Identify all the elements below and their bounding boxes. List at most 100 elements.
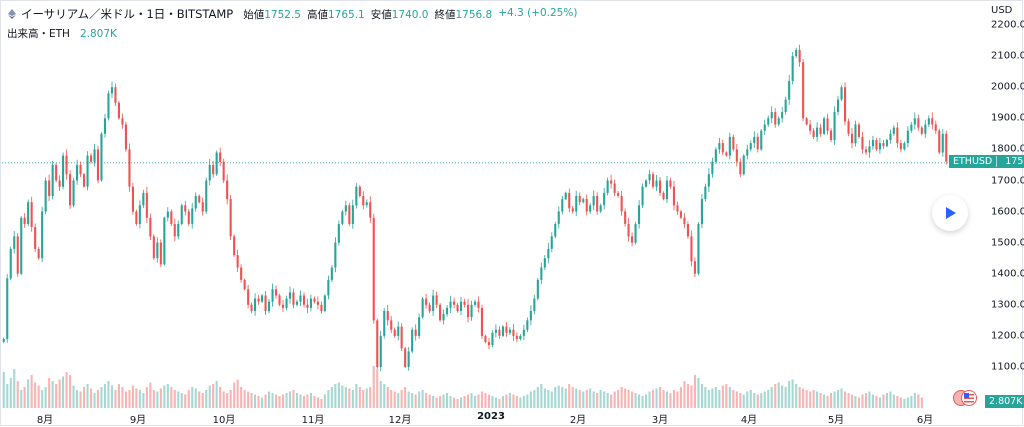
volume-bar bbox=[753, 393, 756, 408]
volume-bar bbox=[665, 391, 668, 408]
candle-body bbox=[749, 143, 752, 150]
candle-body bbox=[477, 301, 480, 308]
candle-body bbox=[554, 224, 557, 237]
volume-bar bbox=[617, 390, 620, 408]
candle-body bbox=[683, 217, 686, 224]
candle-body bbox=[96, 149, 99, 181]
price-tick: 1500.0 bbox=[991, 237, 1024, 249]
volume-bar bbox=[868, 391, 871, 408]
candle-body bbox=[212, 164, 215, 175]
volume-bar bbox=[62, 376, 65, 408]
candle-body bbox=[16, 236, 19, 274]
candle-body bbox=[648, 174, 651, 181]
volume-bar bbox=[892, 394, 895, 408]
candle-body bbox=[645, 180, 648, 187]
time-tick: 2月 bbox=[569, 415, 587, 426]
candle-body bbox=[540, 267, 543, 280]
candle-body bbox=[854, 124, 857, 144]
volume-bar bbox=[421, 390, 424, 408]
volume-bar bbox=[13, 369, 16, 408]
candle-body bbox=[124, 124, 127, 150]
volume-bar bbox=[194, 388, 197, 408]
candle-body bbox=[229, 199, 232, 237]
candle-body bbox=[568, 192, 571, 209]
candle-body bbox=[547, 248, 550, 259]
volume-bar bbox=[627, 390, 630, 408]
currency-label[interactable]: USD bbox=[991, 5, 1013, 16]
candle-body bbox=[170, 211, 173, 224]
volume-bar bbox=[739, 393, 742, 408]
candle-body bbox=[714, 149, 717, 162]
volume-bar bbox=[177, 391, 180, 408]
volume-bar bbox=[540, 384, 543, 408]
volume-bar bbox=[742, 394, 745, 408]
volume-bar bbox=[299, 394, 302, 408]
candle-body bbox=[920, 127, 923, 134]
volume-bar bbox=[44, 387, 47, 408]
volume-bar bbox=[515, 396, 518, 408]
symbol-title[interactable]: イーサリアム／米ドル・1日・BITSTAMP bbox=[21, 7, 234, 21]
candle-body bbox=[271, 289, 274, 302]
candle-body bbox=[198, 196, 201, 203]
replay-play-button[interactable] bbox=[932, 195, 968, 231]
volume-bar bbox=[327, 390, 330, 408]
volume-bar bbox=[271, 393, 274, 408]
candle-body bbox=[128, 149, 131, 187]
volume-bar bbox=[550, 391, 553, 408]
symbol-legend: イーサリアム／米ドル・1日・BITSTAMP 始値1752.5 高値1765.1… bbox=[7, 6, 577, 22]
candle-body bbox=[302, 295, 305, 305]
candle-body bbox=[474, 301, 477, 305]
volume-bar bbox=[638, 394, 641, 408]
volume-bar bbox=[777, 382, 780, 408]
volume-bar bbox=[264, 394, 267, 408]
volume-bar bbox=[306, 394, 309, 408]
candle-body bbox=[121, 118, 124, 125]
us-flag-icon[interactable] bbox=[952, 389, 978, 407]
ohlc-values: 始値1752.5 高値1765.1 安値1740.0 終値1756.8 +4.3… bbox=[243, 7, 577, 22]
candle-body bbox=[585, 199, 588, 212]
candle-body bbox=[90, 155, 93, 162]
volume-bar bbox=[292, 390, 295, 408]
candle-body bbox=[358, 186, 361, 196]
time-tick: 4月 bbox=[740, 415, 758, 426]
candle-body bbox=[264, 295, 267, 311]
candle-body bbox=[330, 267, 333, 280]
volume-bar bbox=[805, 390, 808, 408]
candle-body bbox=[746, 149, 749, 156]
volume-bar bbox=[697, 378, 700, 408]
candle-body bbox=[889, 133, 892, 140]
candle-body bbox=[830, 130, 833, 140]
candle-body bbox=[844, 87, 847, 122]
volume-bar bbox=[498, 399, 501, 408]
candle-body bbox=[117, 102, 120, 119]
candle-body bbox=[428, 304, 431, 311]
volume-bar bbox=[889, 391, 892, 408]
open-value: 1752.5 bbox=[264, 8, 301, 21]
price-tick: 2000.0 bbox=[991, 81, 1024, 93]
volume-bar bbox=[173, 390, 176, 408]
volume-bar bbox=[282, 394, 285, 408]
candle-body bbox=[142, 192, 145, 206]
volume-bar bbox=[645, 394, 648, 408]
candle-body bbox=[641, 186, 644, 206]
volume-bar bbox=[784, 387, 787, 408]
volume-bar bbox=[191, 387, 194, 408]
volume-bar bbox=[700, 384, 703, 408]
volume-bar bbox=[184, 394, 187, 408]
candle-body bbox=[320, 304, 323, 311]
candle-body bbox=[760, 130, 763, 150]
price-tick: 1700.0 bbox=[991, 175, 1024, 186]
candle-body bbox=[114, 87, 117, 103]
candle-body bbox=[23, 217, 26, 224]
candle-body bbox=[247, 289, 250, 305]
candle-body bbox=[72, 180, 75, 206]
volume-bar bbox=[250, 393, 253, 408]
candle-body bbox=[400, 326, 403, 349]
candle-body bbox=[460, 301, 463, 311]
candle-body bbox=[550, 236, 553, 249]
candle-body bbox=[606, 180, 609, 193]
volume-bar bbox=[152, 390, 155, 408]
volume-bar bbox=[376, 369, 379, 408]
candle-body bbox=[446, 307, 449, 315]
